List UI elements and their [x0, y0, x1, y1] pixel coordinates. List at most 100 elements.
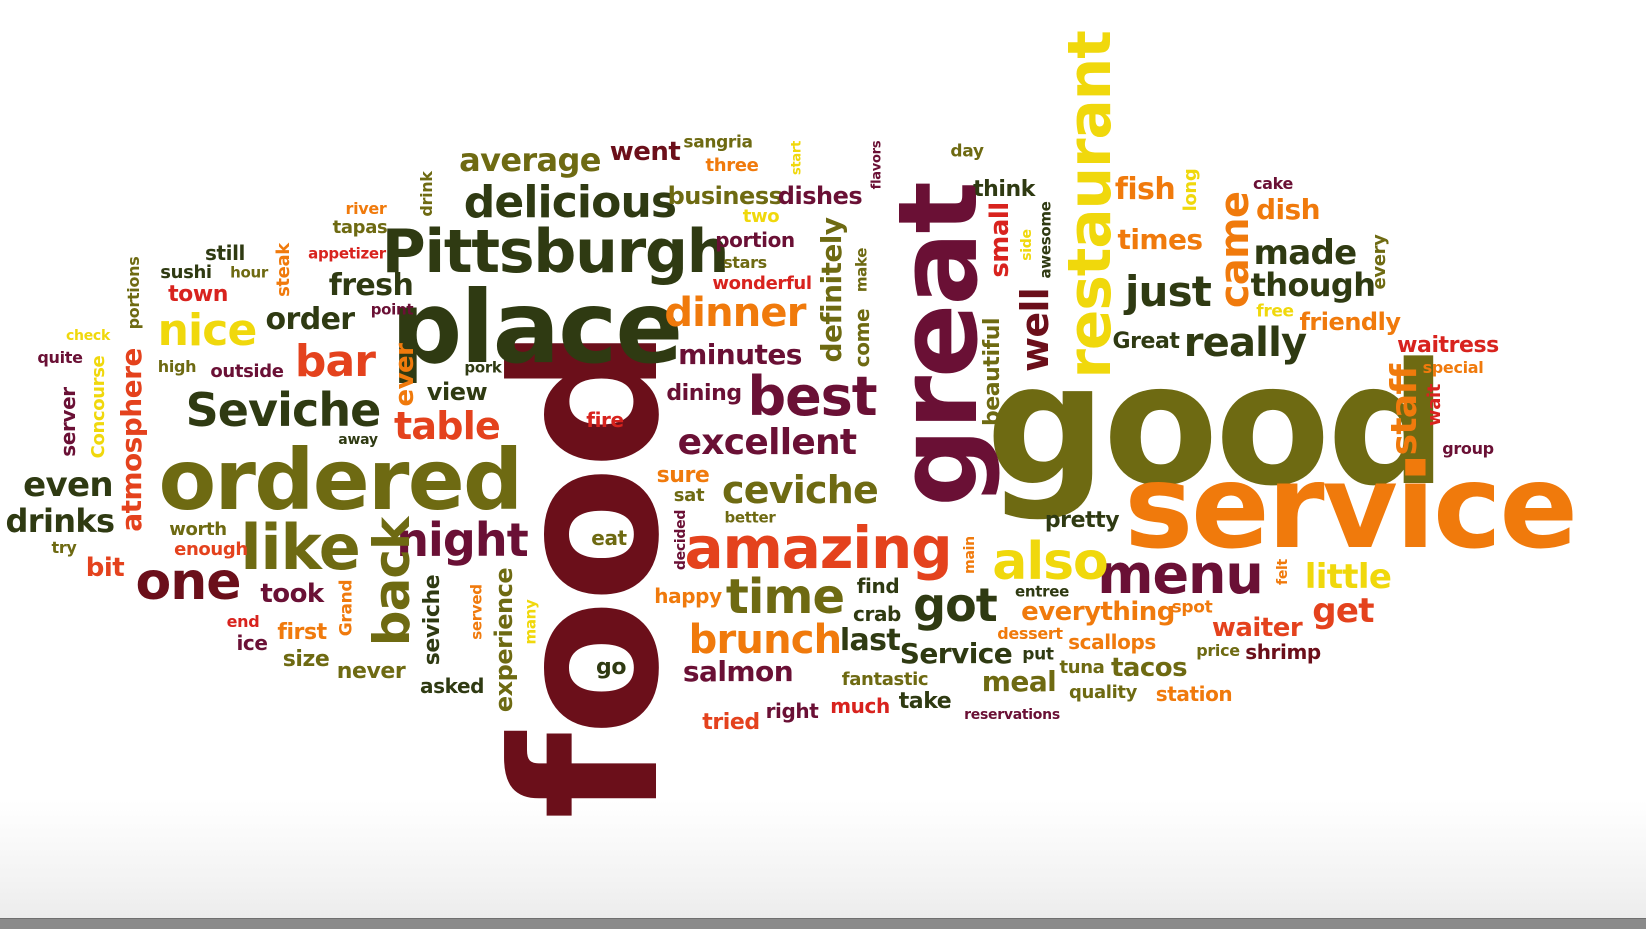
- word-flavors: flavors: [869, 140, 885, 190]
- word-high: high: [157, 357, 197, 376]
- word-fish: fish: [1114, 172, 1176, 207]
- word-check: check: [66, 328, 110, 344]
- word-tapas: tapas: [332, 217, 388, 238]
- word-side: side: [1019, 229, 1035, 261]
- word-pittsburgh: Pittsburgh: [381, 217, 730, 287]
- word-service-cap: Service: [899, 637, 1013, 670]
- word-back: back: [363, 517, 421, 647]
- word-definitely: definitely: [815, 217, 848, 363]
- word-scallops: scallops: [1068, 630, 1156, 654]
- word-decided: decided: [673, 509, 689, 571]
- word-time: time: [725, 569, 845, 625]
- word-amazing: amazing: [684, 514, 952, 582]
- word-happy: happy: [654, 584, 722, 608]
- word-eat: eat: [591, 526, 627, 550]
- word-sangria: sangria: [683, 132, 753, 153]
- word-like: like: [240, 511, 360, 584]
- word-got: got: [913, 578, 998, 632]
- word-enough: enough: [174, 539, 248, 560]
- word-atmosphere: atmosphere: [115, 348, 148, 532]
- word-asked: asked: [419, 674, 485, 698]
- word-group: group: [1442, 439, 1494, 458]
- word-try: try: [51, 538, 77, 557]
- word-tuna: tuna: [1059, 657, 1105, 678]
- word-right: right: [765, 699, 819, 723]
- word-staff: staff: [1384, 364, 1425, 456]
- word-menu: menu: [1097, 543, 1264, 606]
- word-view: view: [426, 378, 488, 406]
- word-portions: portions: [124, 256, 143, 330]
- word-place: place: [390, 269, 683, 386]
- word-made: made: [1253, 233, 1357, 273]
- word-river: river: [345, 199, 387, 218]
- word-start: start: [789, 140, 805, 176]
- word-ordered: ordered: [158, 431, 524, 529]
- word-nice: nice: [157, 305, 258, 356]
- word-pork: pork: [464, 358, 502, 377]
- word-price: price: [1196, 641, 1240, 660]
- word-put: put: [1022, 644, 1054, 665]
- word-felt: felt: [1275, 559, 1291, 585]
- word-take: take: [898, 689, 952, 714]
- word-first: first: [277, 620, 327, 645]
- word-even: even: [23, 465, 113, 505]
- word-many: many: [521, 599, 540, 645]
- word-excellent: excellent: [677, 422, 858, 463]
- word-little: little: [1304, 557, 1392, 597]
- word-wonderful: wonderful: [712, 273, 812, 294]
- word-away: away: [338, 432, 378, 448]
- word-dishes: dishes: [777, 182, 863, 210]
- word-everything: everything: [1021, 597, 1175, 627]
- word-better: better: [724, 508, 776, 527]
- word-salmon: salmon: [682, 655, 794, 688]
- word-free: free: [1256, 301, 1294, 322]
- word-great: great: [874, 183, 1002, 507]
- word-fantastic: fantastic: [841, 669, 929, 690]
- word-outside: outside: [210, 361, 284, 382]
- word-went: went: [609, 137, 681, 167]
- word-times: times: [1117, 223, 1203, 256]
- word-cake: cake: [1252, 174, 1294, 193]
- word-tacos: tacos: [1110, 653, 1188, 683]
- word-just: just: [1124, 267, 1212, 316]
- word-brunch: brunch: [688, 617, 843, 663]
- word-worth: worth: [169, 519, 227, 540]
- word-fresh: fresh: [328, 268, 414, 303]
- word-grand: Grand: [336, 579, 357, 637]
- word-sure: sure: [656, 463, 710, 488]
- word-night: night: [396, 513, 529, 567]
- word-also: also: [992, 532, 1108, 592]
- word-pretty: pretty: [1044, 508, 1120, 533]
- word-one: one: [135, 552, 242, 612]
- word-fire: fire: [586, 408, 624, 432]
- word-come: come: [850, 308, 874, 368]
- word-main: main: [962, 536, 978, 574]
- word-food: food: [471, 330, 704, 820]
- word-served: served: [467, 584, 486, 640]
- word-sushi: sushi: [160, 262, 212, 283]
- word-three: three: [705, 155, 759, 176]
- word-steak: steak: [273, 243, 294, 297]
- word-town: town: [168, 282, 228, 307]
- word-friendly: friendly: [1299, 308, 1401, 336]
- word-delicious: delicious: [463, 177, 677, 228]
- word-dinner: dinner: [664, 290, 806, 336]
- word-end: end: [226, 612, 260, 631]
- word-long: long: [1180, 168, 1201, 212]
- word-server: server: [56, 387, 80, 457]
- word-sat: sat: [673, 485, 705, 506]
- word-awesome: awesome: [1036, 201, 1055, 279]
- word-day: day: [950, 141, 984, 162]
- word-station: station: [1155, 682, 1233, 706]
- word-table: table: [393, 404, 501, 448]
- word-dessert: dessert: [997, 624, 1063, 643]
- word-ceviche: ceviche: [721, 468, 879, 512]
- word-restaurant: restaurant: [1055, 31, 1125, 379]
- word-good: good: [986, 327, 1447, 523]
- word-service: service: [1124, 440, 1578, 575]
- word-bar: bar: [294, 336, 376, 387]
- word-ever: ever: [390, 343, 420, 407]
- word-quite: quite: [37, 348, 83, 367]
- word-size: size: [282, 647, 330, 672]
